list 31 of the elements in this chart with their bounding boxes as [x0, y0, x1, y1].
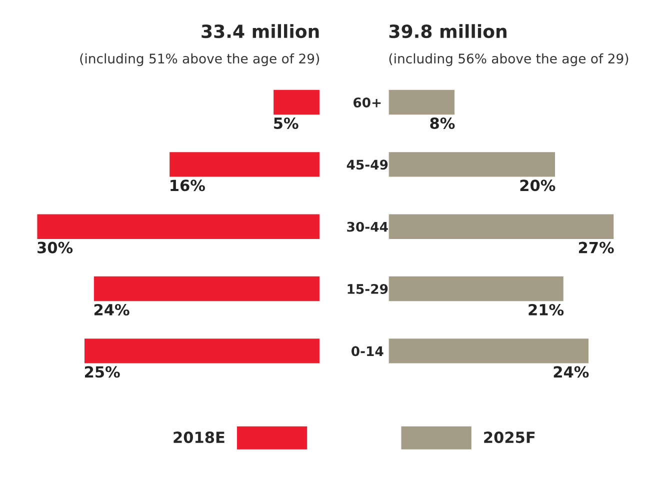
y-tick-label: 30-44: [347, 222, 388, 232]
data-label: 21%: [528, 304, 564, 316]
chart-subtitle: (including 56% above the age of 29): [389, 53, 628, 66]
data-label: 25%: [85, 366, 120, 378]
chart-subtitle: (including 51% above the age of 29): [80, 53, 320, 66]
data-label: 27%: [578, 242, 614, 254]
chart-title: 33.4 million: [202, 24, 319, 38]
bar: [272, 88, 320, 116]
bar: [168, 150, 320, 178]
y-tick-label: 60+: [353, 97, 381, 108]
legend-label: 2025F: [484, 432, 535, 444]
data-label: 20%: [520, 180, 556, 192]
bar: [388, 275, 565, 303]
bar: [83, 337, 320, 365]
bar: [36, 212, 320, 240]
bar: [388, 212, 616, 240]
data-label: 24%: [554, 366, 589, 378]
data-label: 5%: [274, 117, 298, 130]
y-tick-label: 0-14: [352, 346, 384, 356]
y-tick-label: 15-29: [348, 284, 388, 294]
data-label: 24%: [94, 304, 130, 316]
bar: [388, 337, 590, 365]
bar: [388, 150, 556, 178]
data-label: 8%: [430, 117, 455, 130]
chart-title: 39.8 million: [389, 24, 506, 38]
y-tick-label: 45-49: [346, 160, 388, 170]
legend-label: 2018E: [174, 432, 224, 444]
data-label: 16%: [170, 180, 205, 192]
data-label: 30%: [38, 242, 73, 254]
bar: [388, 88, 456, 116]
bar: [92, 275, 320, 303]
